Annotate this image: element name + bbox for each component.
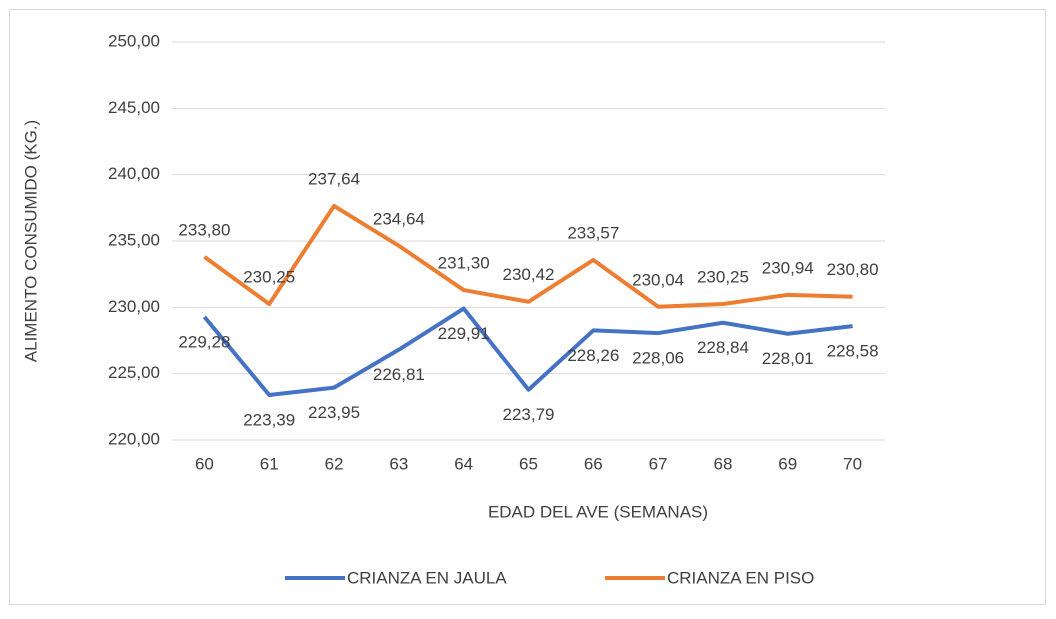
y-tick-label: 225,00 bbox=[108, 363, 160, 382]
data-label: 226,81 bbox=[373, 365, 425, 384]
legend-label: CRIANZA EN JAULA bbox=[347, 568, 507, 587]
x-tick-label: 67 bbox=[649, 454, 668, 473]
y-axis-title: ALIMENTO CONSUMIDO (KG.) bbox=[21, 120, 40, 362]
data-label: 230,25 bbox=[243, 268, 295, 287]
data-label: 233,80 bbox=[178, 220, 230, 239]
x-tick-label: 60 bbox=[195, 454, 214, 473]
y-tick-label: 240,00 bbox=[108, 164, 160, 183]
x-tick-label: 63 bbox=[389, 454, 408, 473]
data-label: 231,30 bbox=[438, 254, 490, 273]
x-tick-label: 62 bbox=[325, 454, 344, 473]
data-label: 228,26 bbox=[567, 346, 619, 365]
x-tick-label: 68 bbox=[713, 454, 732, 473]
data-label: 223,39 bbox=[243, 411, 295, 430]
y-tick-label: 245,00 bbox=[108, 98, 160, 117]
x-tick-label: 66 bbox=[584, 454, 603, 473]
x-tick-label: 69 bbox=[778, 454, 797, 473]
y-tick-label: 220,00 bbox=[108, 429, 160, 448]
data-label: 228,84 bbox=[697, 338, 749, 357]
data-label: 230,80 bbox=[827, 260, 879, 279]
x-axis-title: EDAD DEL AVE (SEMANAS) bbox=[488, 502, 708, 521]
legend-label: CRIANZA EN PISO bbox=[667, 568, 814, 587]
x-tick-label: 65 bbox=[519, 454, 538, 473]
x-tick-label: 70 bbox=[843, 454, 862, 473]
data-label: 223,79 bbox=[503, 405, 555, 424]
y-tick-label: 230,00 bbox=[108, 297, 160, 316]
series-line bbox=[203, 203, 853, 309]
data-label: 229,28 bbox=[178, 332, 230, 351]
y-tick-label: 250,00 bbox=[108, 31, 160, 50]
data-label: 233,57 bbox=[567, 223, 619, 242]
y-tick-label: 235,00 bbox=[108, 230, 160, 249]
data-label: 223,95 bbox=[308, 403, 360, 422]
data-label: 228,01 bbox=[762, 349, 814, 368]
data-label: 234,64 bbox=[373, 209, 425, 228]
data-label: 230,94 bbox=[762, 258, 814, 277]
data-label: 230,42 bbox=[503, 265, 555, 284]
series-line bbox=[202, 306, 853, 398]
data-label: 230,25 bbox=[697, 268, 749, 287]
data-label: 228,58 bbox=[827, 342, 879, 361]
data-label: 230,04 bbox=[632, 270, 684, 289]
data-label: 228,06 bbox=[632, 349, 684, 368]
data-label: 229,91 bbox=[438, 324, 490, 343]
data-label: 237,64 bbox=[308, 169, 360, 188]
x-tick-label: 64 bbox=[454, 454, 473, 473]
x-tick-label: 61 bbox=[260, 454, 279, 473]
